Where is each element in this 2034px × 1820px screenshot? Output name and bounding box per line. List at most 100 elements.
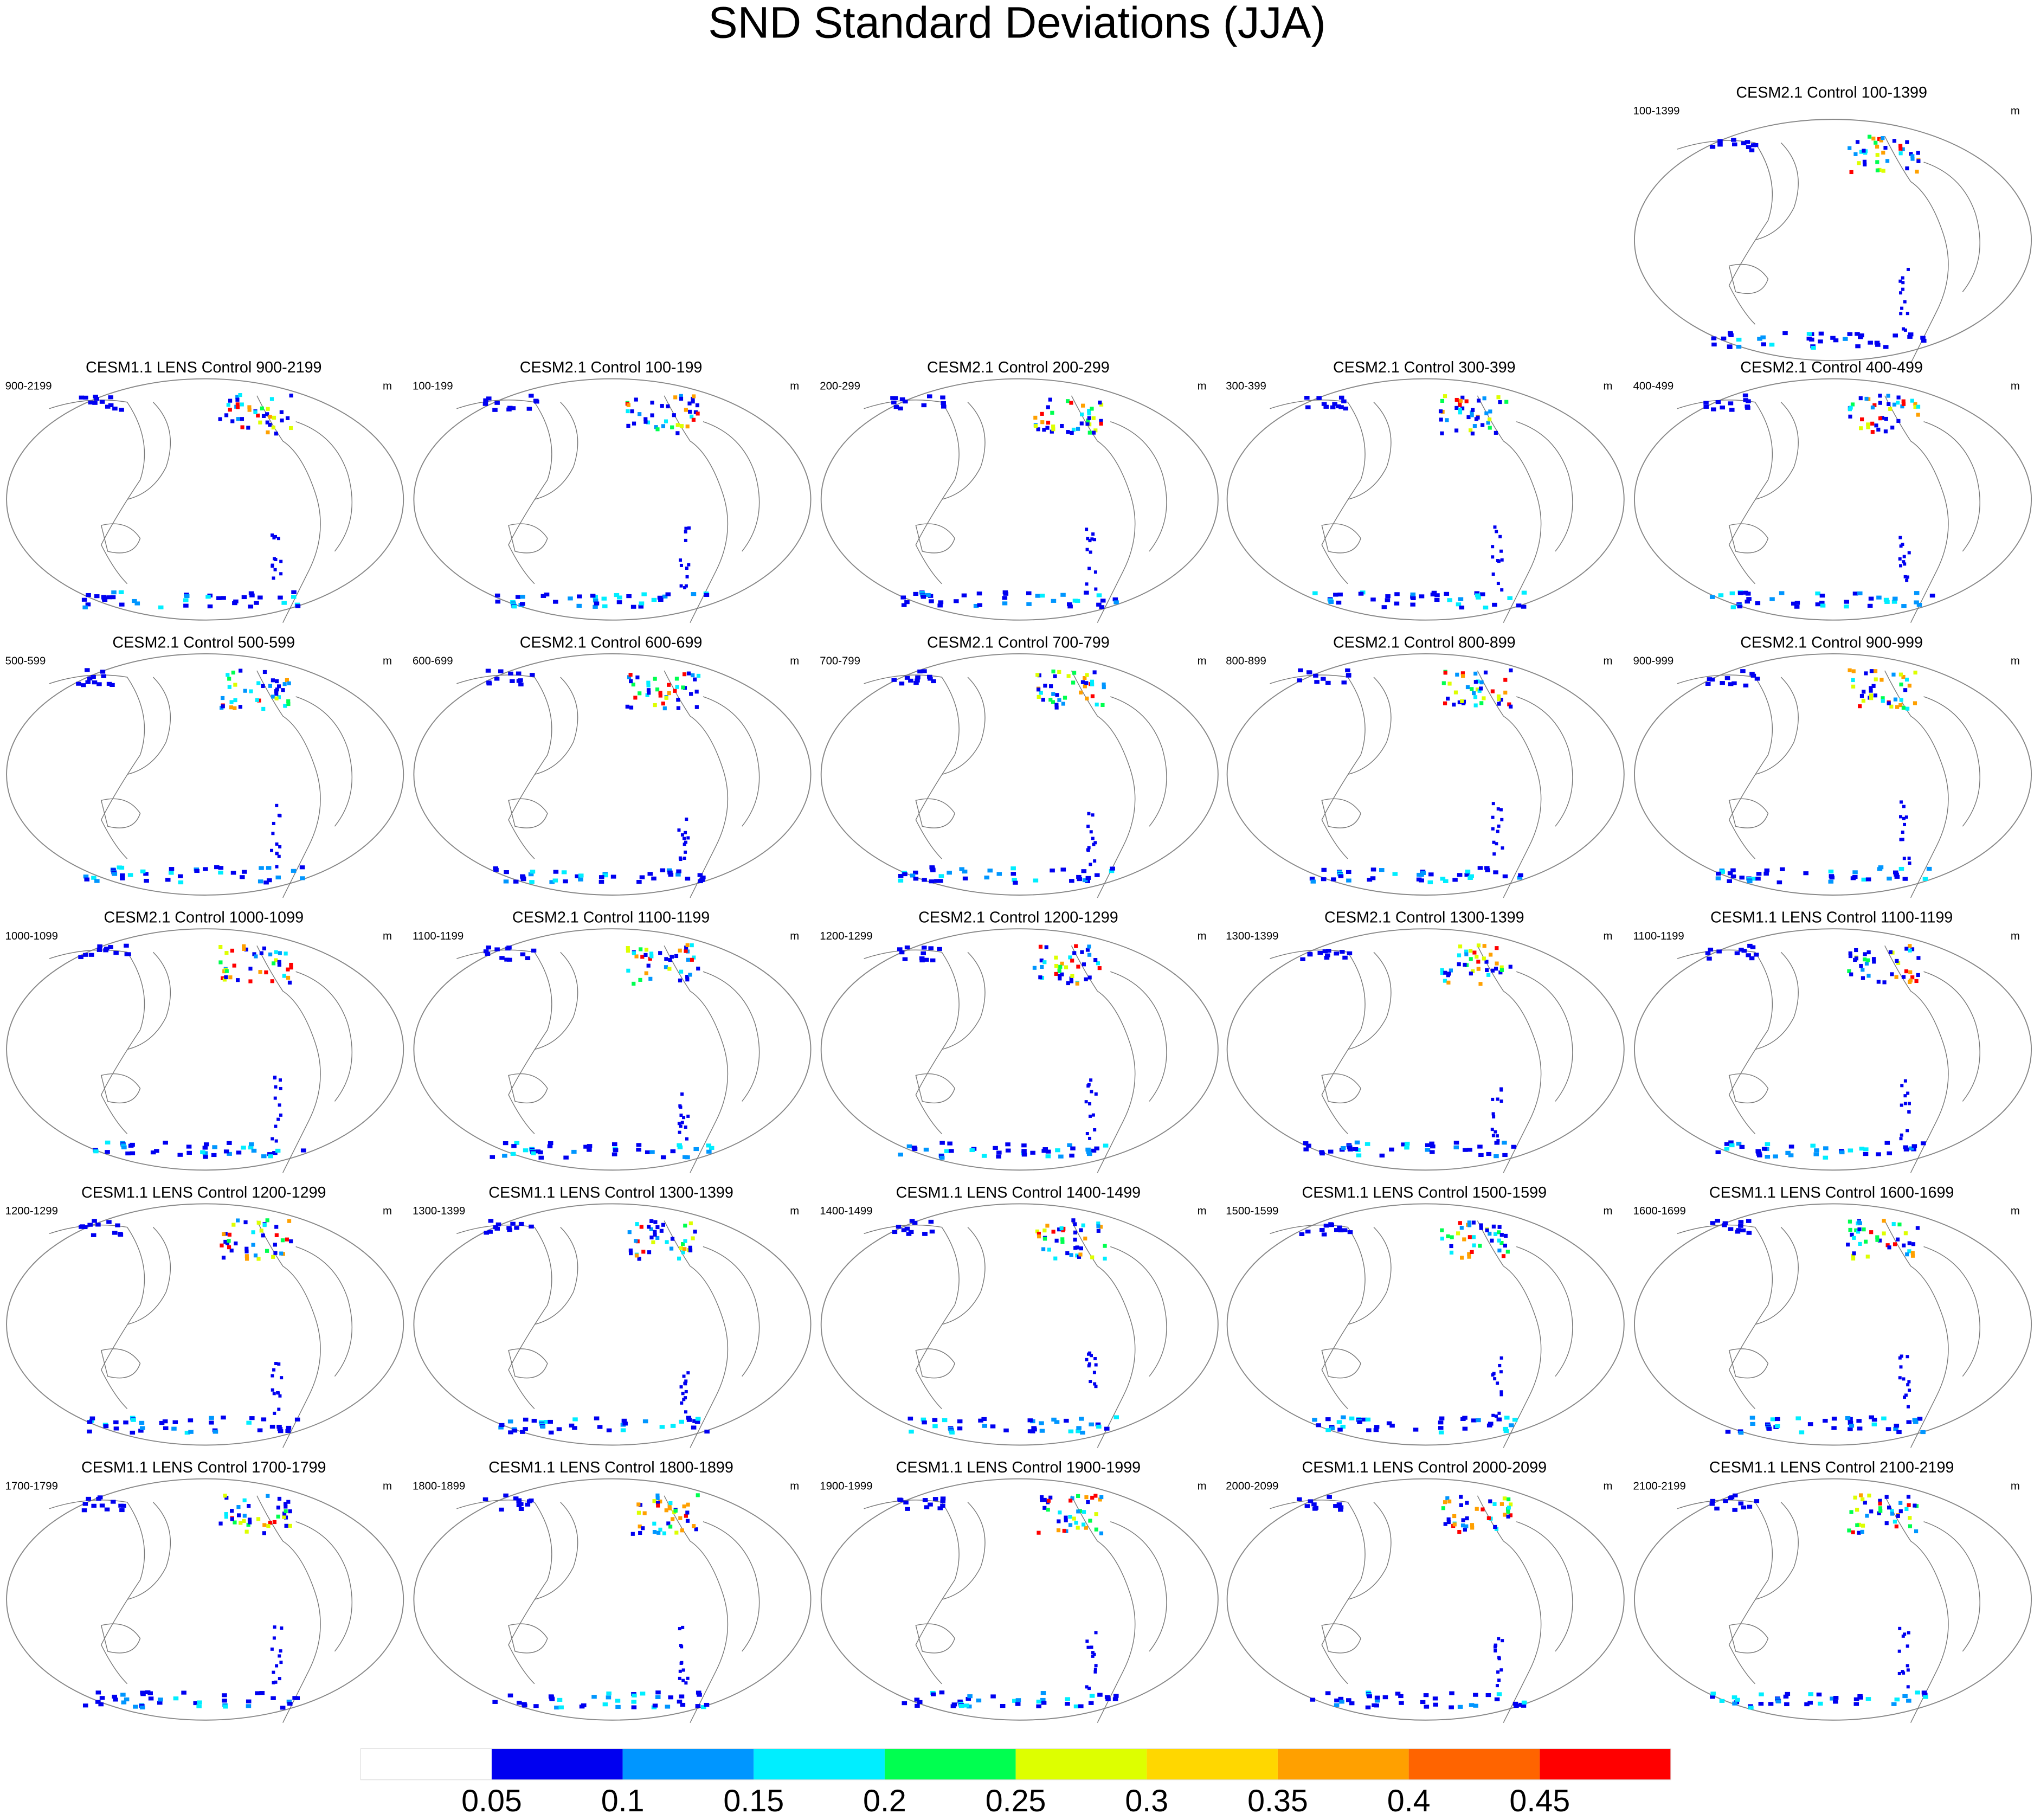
snow-patch [639, 947, 643, 951]
snow-patch [1521, 1700, 1527, 1705]
snow-patch [1485, 968, 1489, 972]
snow-patch [1891, 672, 1896, 677]
snow-patch [529, 673, 535, 677]
snow-patch [1503, 1243, 1508, 1248]
snow-patch [1500, 818, 1504, 821]
snow-patch [1478, 982, 1483, 986]
snow-patch [516, 1701, 522, 1705]
snow-patch [291, 590, 297, 594]
snow-patch [996, 872, 1002, 876]
snow-patch [1064, 965, 1069, 969]
snow-patch [1045, 1149, 1051, 1154]
snow-patch [1759, 1692, 1764, 1696]
panel-left-label: 1000-1099 [5, 930, 58, 942]
snow-patch [680, 1661, 684, 1664]
snow-patch [510, 1152, 516, 1156]
snow-patch [1491, 1112, 1495, 1116]
snow-patch [680, 1121, 684, 1124]
snow-patch [1848, 1219, 1852, 1224]
snow-patch [638, 1530, 642, 1535]
snow-patch [1312, 1418, 1317, 1422]
snow-patch [1021, 1153, 1027, 1157]
coastline [1884, 395, 1949, 623]
snow-patch [127, 873, 133, 877]
snow-patch [1057, 969, 1061, 973]
snow-patch [1819, 601, 1825, 605]
panel-left-label: 700-799 [820, 655, 860, 667]
snow-patch [1740, 1228, 1746, 1233]
snow-patch [606, 1691, 612, 1696]
snow-patch [909, 1219, 915, 1223]
snow-patch [647, 1225, 651, 1229]
snow-patch [616, 600, 622, 604]
snow-patch [684, 949, 688, 953]
snow-patch [1874, 423, 1878, 428]
panel-title: CESM1.1 LENS Control 900-2199 [86, 359, 322, 376]
snow-patch [1338, 1228, 1344, 1233]
snow-patch [1715, 876, 1721, 880]
snow-patch [272, 1520, 276, 1525]
snow-patch [679, 1114, 683, 1117]
snow-patch [1050, 869, 1055, 873]
snow-patch [236, 1513, 241, 1517]
snow-patch [1902, 877, 1908, 881]
snow-patch [227, 1239, 231, 1243]
coastline [1110, 971, 1167, 1102]
snow-patch [1304, 1504, 1310, 1508]
snow-patch [272, 1151, 278, 1155]
snow-patch [1914, 1504, 1919, 1508]
snow-patch [691, 1425, 697, 1430]
snow-patch [1815, 602, 1821, 607]
snow-patch [1327, 1495, 1332, 1499]
snow-patch [993, 1146, 998, 1150]
snow-patch [938, 874, 944, 878]
snow-patch [238, 705, 243, 709]
snow-patch [274, 1362, 278, 1365]
snow-patch [1072, 951, 1077, 955]
snow-patch [1878, 1501, 1882, 1506]
snow-patch [1463, 962, 1467, 967]
snow-patch [85, 668, 90, 672]
snow-patch [518, 1507, 524, 1512]
snow-patch [1084, 681, 1089, 685]
snow-patch [1738, 1220, 1744, 1224]
snow-patch [1026, 602, 1032, 606]
snow-patch [266, 430, 270, 435]
snow-patch [1048, 698, 1053, 702]
snow-patch [1446, 1234, 1450, 1238]
snow-patch [1916, 602, 1922, 607]
snow-patch [1055, 693, 1059, 697]
panel-title: CESM1.1 LENS Control 1100-1199 [1710, 909, 1953, 927]
snow-patch [1032, 1427, 1037, 1432]
snow-patch [1472, 691, 1476, 696]
snow-patch [276, 684, 281, 689]
snow-patch [557, 1697, 563, 1702]
snow-patch [1859, 150, 1864, 154]
snow-patch [656, 1530, 661, 1535]
snow-patch [248, 967, 253, 971]
snow-patch [1083, 1236, 1087, 1241]
snow-patch [1916, 973, 1920, 977]
snow-patch [270, 979, 274, 983]
snow-patch [285, 678, 289, 683]
snow-patch [256, 1257, 261, 1261]
snow-patch [139, 1420, 145, 1425]
snow-patch [1894, 1524, 1898, 1529]
snow-patch [1104, 1695, 1110, 1699]
snow-patch [1896, 961, 1901, 965]
snow-patch [1729, 1143, 1735, 1148]
snow-patch [1901, 281, 1905, 285]
snow-patch [1865, 1514, 1869, 1518]
snow-patch [700, 875, 706, 880]
snow-patch [1907, 1631, 1910, 1635]
snow-patch [548, 1141, 553, 1146]
snow-patch [169, 867, 175, 871]
snow-patch [1900, 1354, 1903, 1358]
snow-patch [1902, 857, 1906, 860]
snow-patch [235, 978, 240, 982]
snow-patch [247, 1504, 251, 1508]
snow-patch [1311, 1502, 1317, 1507]
snow-patch [1724, 1147, 1730, 1151]
snow-patch [1060, 1237, 1065, 1242]
snow-patch [506, 1226, 512, 1230]
